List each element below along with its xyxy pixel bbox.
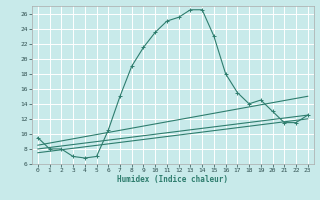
X-axis label: Humidex (Indice chaleur): Humidex (Indice chaleur) — [117, 175, 228, 184]
